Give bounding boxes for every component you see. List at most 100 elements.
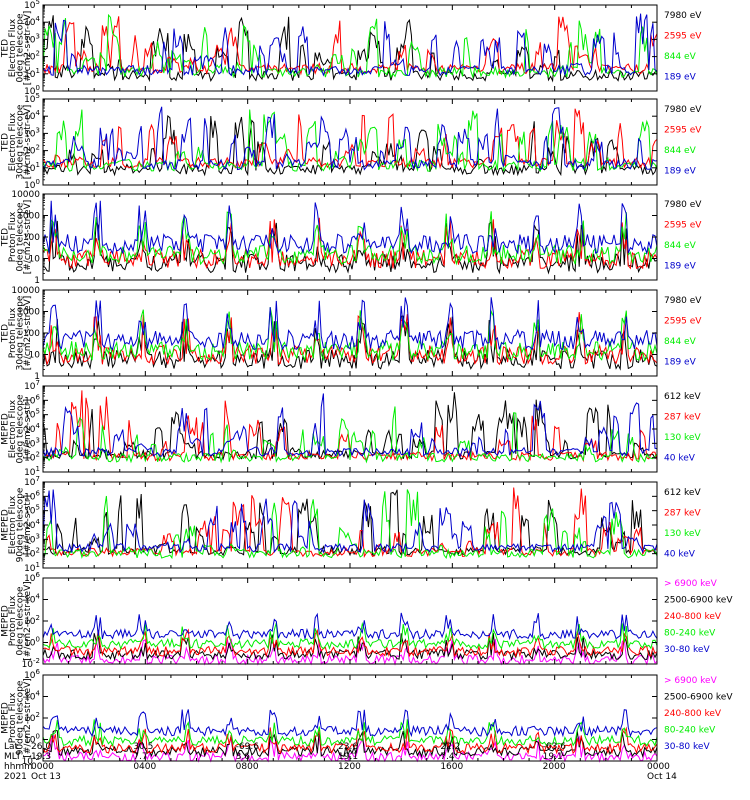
y-axis-title: MEPEDElectron Flux90deg telescope[#/cm2-… <box>1 487 34 562</box>
y-tick-label: 104 <box>24 690 40 703</box>
legend-entry: 844 eV <box>664 337 697 347</box>
legend-entry: 7980 eV <box>664 296 702 306</box>
legend-entry: 240-800 keV <box>664 612 722 622</box>
legend-entry: 844 eV <box>664 146 697 156</box>
y-tick-label: 105 <box>24 504 40 517</box>
y-tick-label: 104 <box>24 422 40 435</box>
y-tick-label: 103 <box>24 126 40 139</box>
y-tick-label: 106 <box>24 668 40 681</box>
y-tick-label: 101 <box>24 161 40 174</box>
legend-entry: 287 keV <box>664 412 701 422</box>
y-axis-title: TEDElectron Flux0deg telescope[#/cm2-s-s… <box>1 11 34 86</box>
y-tick-label: 10 <box>29 351 41 361</box>
time-axis-value: 19.3 <box>31 752 51 762</box>
series-line <box>42 217 658 270</box>
y-tick-label: 107 <box>24 475 40 488</box>
legend-entry: 287 keV <box>664 508 701 518</box>
y-tick-label: 100 <box>23 329 40 339</box>
y-tick-label: 103 <box>24 532 40 545</box>
time-axis-value: 1200 <box>338 762 361 772</box>
series-line <box>42 307 658 362</box>
legend-entry: 2595 eV <box>664 220 702 230</box>
time-axis-value: 22.2 <box>440 742 460 752</box>
y-tick-label: 103 <box>24 32 40 45</box>
y-tick-label: 104 <box>24 15 40 28</box>
series-line <box>42 487 658 559</box>
time-axis-value: 7.4 <box>440 752 455 762</box>
series-line <box>42 109 658 173</box>
legend-entry: 189 eV <box>664 261 697 271</box>
time-axis-value: 0400 <box>133 762 156 772</box>
y-tick-label: 104 <box>24 593 40 606</box>
time-axis-row-label: hhmm <box>4 762 33 772</box>
series-line <box>42 489 658 560</box>
time-axis-value: 23.6 <box>338 742 358 752</box>
legend-entry: 7980 eV <box>664 105 702 115</box>
series-line <box>42 719 658 748</box>
time-axis-value: -69.6 <box>236 742 260 752</box>
series-line <box>42 709 658 738</box>
series-line <box>42 726 658 755</box>
y-tick-label: 101 <box>24 67 40 80</box>
series-line <box>42 108 658 170</box>
legend-entry: 80-240 keV <box>664 726 716 736</box>
legend-entry: 7980 eV <box>664 11 702 21</box>
y-tick-label: 10-2 <box>22 754 40 767</box>
series-line <box>42 13 658 77</box>
time-axis-value: 0000 <box>647 762 670 772</box>
series-line <box>42 13 658 79</box>
y-tick-label: 10-2 <box>22 657 40 670</box>
series-line <box>42 628 658 658</box>
y-tick-label: 102 <box>24 451 40 464</box>
time-axis-value: 0000 <box>31 762 54 772</box>
legend-entry: 189 eV <box>664 357 697 367</box>
y-tick-label: 102 <box>24 614 40 627</box>
series-line <box>42 200 658 256</box>
y-tick-label: 1000 <box>17 212 40 222</box>
time-axis-value: -63.6 <box>543 742 567 752</box>
y-axis-title: TEDElectron Flux30deg telescope[#/cm2-s-… <box>1 104 34 179</box>
series-line <box>42 393 658 458</box>
y-axis-title: TEDProton Flux0deg telescope[#/cm2-s-str… <box>1 200 34 275</box>
legend-entry: 240-800 keV <box>664 709 722 719</box>
legend-entry: 844 eV <box>664 241 697 251</box>
y-tick-label: 101 <box>24 561 40 574</box>
time-axis-value: 3.6 <box>236 752 251 762</box>
y-tick-label: 100 <box>23 233 40 243</box>
series-line <box>42 392 658 461</box>
y-tick-label: 104 <box>24 109 40 122</box>
legend-entry: 2595 eV <box>664 31 702 41</box>
time-axis-value: 7.7 <box>133 752 147 762</box>
legend-entry: 7980 eV <box>664 200 702 210</box>
plot-frame <box>42 4 658 92</box>
time-axis-value: 19.1 <box>338 752 358 762</box>
series-line <box>42 406 658 464</box>
y-tick-label: 10000 <box>11 286 40 296</box>
y-tick-label: 107 <box>24 379 40 392</box>
series-line <box>42 297 658 351</box>
time-axis-row-label: Lat <box>4 742 19 752</box>
series-line <box>42 390 658 463</box>
y-tick-label: 105 <box>24 408 40 421</box>
legend-entry: 612 keV <box>664 488 701 498</box>
y-tick-label: 106 <box>24 571 40 584</box>
legend-entry: 40 keV <box>664 549 696 559</box>
legend-entry: 80-240 keV <box>664 629 716 639</box>
legend-entry: 2595 eV <box>664 125 702 135</box>
y-tick-label: 10000 <box>11 190 40 200</box>
y-tick-label: 105 <box>24 92 40 105</box>
time-axis-value: 19.1 <box>543 752 563 762</box>
y-tick-label: 10 <box>29 255 41 265</box>
time-axis-value: 30.5 <box>133 742 153 752</box>
legend-entry: 30-80 keV <box>664 645 710 655</box>
time-axis-value: 1600 <box>440 762 463 772</box>
legend-entry: 189 eV <box>664 166 697 176</box>
time-axis-value: Oct 13 <box>31 772 61 782</box>
series-line <box>42 220 658 275</box>
y-axis-title: MEPEDProton Flux90deg telescope[#/cm2-s-… <box>1 678 34 757</box>
series-line <box>42 489 658 554</box>
y-tick-label: 104 <box>24 518 40 531</box>
